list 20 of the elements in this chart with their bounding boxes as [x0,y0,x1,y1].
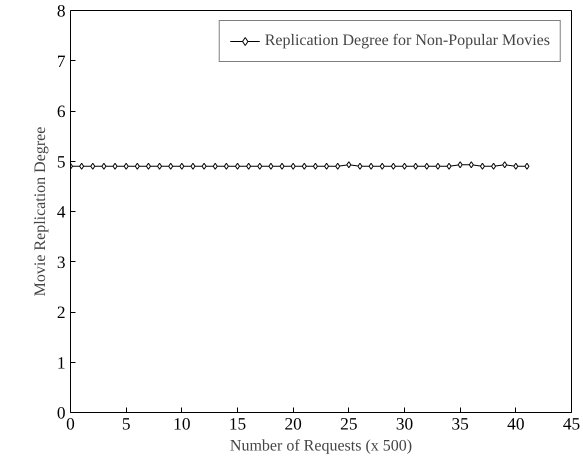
x-tick-label: 15 [228,414,246,434]
y-tick-label: 6 [56,102,66,121]
x-tick-label: 25 [340,414,358,434]
x-tick-label: 45 [562,414,580,434]
y-axis-title: Movie Replication Degree [32,126,49,296]
x-tick-label: 5 [122,414,131,434]
x-tick-label: 40 [507,414,524,434]
legend-label: Replication Degree for Non-Popular Movies [264,32,550,50]
x-tick-label: 35 [452,414,469,434]
x-axis-title: Number of Requests (x 500) [230,438,412,454]
y-tick-label: 1 [56,353,66,372]
x-tick-label: 10 [173,414,190,434]
y-tick-label: 8 [56,2,66,20]
y-tick-label: 5 [56,152,66,172]
x-tick-label: 30 [396,414,414,434]
y-tick-label: 7 [56,52,66,71]
x-tick-label: 20 [284,414,302,434]
y-tick-label: 3 [56,252,66,272]
y-tick-label: 4 [56,202,66,222]
y-tick-label: 2 [56,303,66,322]
